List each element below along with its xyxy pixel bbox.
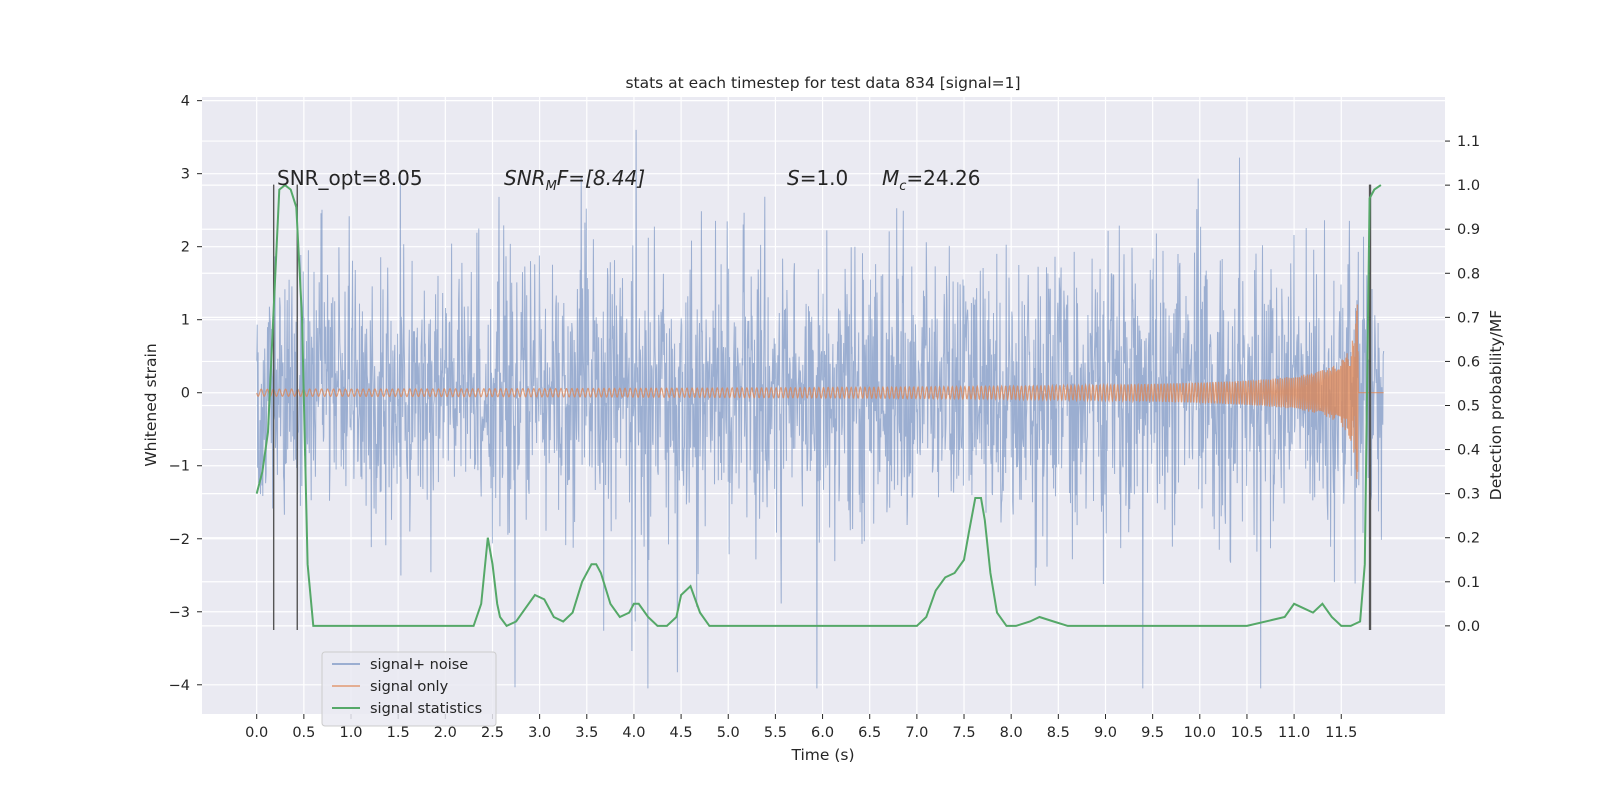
x-tick-label: 9.0	[1094, 725, 1117, 741]
annotation-s: S=1.0	[787, 166, 848, 190]
legend-label-noise: signal+ noise	[370, 657, 468, 673]
y-right-tick-label: 0.0	[1457, 619, 1480, 635]
x-tick-label: 7.0	[905, 725, 928, 741]
x-tick-label: 2.5	[481, 725, 504, 741]
y-axis-right-label: Detection probability/MF	[1487, 310, 1505, 501]
x-tick-label: 10.0	[1184, 725, 1216, 741]
x-tick-label: 9.5	[1141, 725, 1164, 741]
x-tick-label: 3.5	[575, 725, 598, 741]
y-left-tick-label: 1	[181, 313, 190, 329]
x-axis-ticks: 0.0 0.5 1.0 1.5 2.0 2.5 3.0 3.5 4.0 4.5 5.0 5.5 6.0 6…	[245, 714, 1357, 741]
y-right-tick-label: 0.2	[1457, 531, 1480, 547]
vertical-lines	[272, 184, 1372, 631]
signal-only-trace	[256, 304, 1384, 480]
y-right-tick-label: 0.9	[1457, 222, 1480, 238]
x-tick-label: 4.5	[670, 725, 693, 741]
x-tick-label: 1.0	[339, 725, 362, 741]
legend-label-signal: signal only	[370, 679, 449, 695]
y-right-tick-label: 1.0	[1457, 178, 1480, 194]
noise-trace	[256, 129, 1385, 689]
x-tick-label: 10.5	[1231, 725, 1263, 741]
y-right-tick-label: 0.4	[1457, 443, 1480, 459]
signal-only-series	[256, 304, 1384, 480]
y-right-tick-label: 0.7	[1457, 310, 1480, 326]
y-left-tick-label: −1	[169, 459, 190, 475]
x-tick-label: 8.5	[1047, 725, 1070, 741]
y-axis-left-label: Whitened strain	[142, 343, 160, 466]
y-right-tick-label: 0.6	[1457, 354, 1480, 370]
x-tick-label: 5.0	[717, 725, 740, 741]
x-axis-label: Time (s)	[790, 746, 854, 764]
y-right-tick-label: 0.3	[1457, 487, 1480, 503]
chart-title: stats at each timestep for test data 834…	[625, 74, 1020, 92]
annotation-snr-mf: SNRMF=[8.44]	[504, 166, 645, 194]
x-tick-label: 7.5	[952, 725, 975, 741]
noise-series	[256, 129, 1385, 689]
y-right-tick-label: 0.8	[1457, 266, 1480, 282]
y-axis-right-ticks: 1.1 1.0 0.9 0.8 0.7 0.6 0.5 0.4 0.3 0.2 0.1 0.0	[1445, 134, 1480, 635]
y-left-tick-label: 3	[181, 167, 190, 183]
y-axis-left-ticks: 4 3 2 1 0 −1 −2 −3 −4	[169, 94, 202, 694]
x-tick-label: 0.0	[245, 725, 268, 741]
legend-box	[321, 651, 497, 727]
y-right-tick-label: 0.1	[1457, 575, 1480, 591]
x-tick-label: 8.0	[1000, 725, 1023, 741]
x-tick-label: 6.0	[811, 725, 834, 741]
x-tick-label: 2.0	[434, 725, 457, 741]
y-left-tick-label: −2	[169, 532, 190, 548]
legend-label-stats: signal statistics	[370, 701, 482, 717]
y-left-tick-label: 4	[181, 94, 190, 110]
x-tick-label: 4.0	[622, 725, 645, 741]
x-tick-label: 3.0	[528, 725, 551, 741]
legend: signal+ noise signal only signal statist…	[321, 651, 497, 727]
annotation-snr-opt: SNR_opt=8.05	[277, 166, 423, 190]
y-right-tick-label: 0.5	[1457, 399, 1480, 415]
signal-statistics-series	[255, 183, 1382, 628]
x-tick-label: 5.5	[764, 725, 787, 741]
annotation-mc: Mc=24.26	[882, 166, 980, 194]
y-right-tick-label: 1.1	[1457, 134, 1480, 150]
x-tick-label: 6.5	[858, 725, 881, 741]
y-left-tick-label: 2	[181, 240, 190, 256]
x-tick-label: 11.0	[1278, 725, 1310, 741]
y-left-tick-label: 0	[181, 386, 190, 402]
x-tick-label: 1.5	[387, 725, 410, 741]
x-tick-label: 11.5	[1325, 725, 1357, 741]
y-left-tick-label: −3	[169, 605, 190, 621]
x-tick-label: 0.5	[292, 725, 315, 741]
y-left-tick-label: −4	[169, 678, 190, 694]
signal-statistics-line	[255, 183, 1382, 628]
